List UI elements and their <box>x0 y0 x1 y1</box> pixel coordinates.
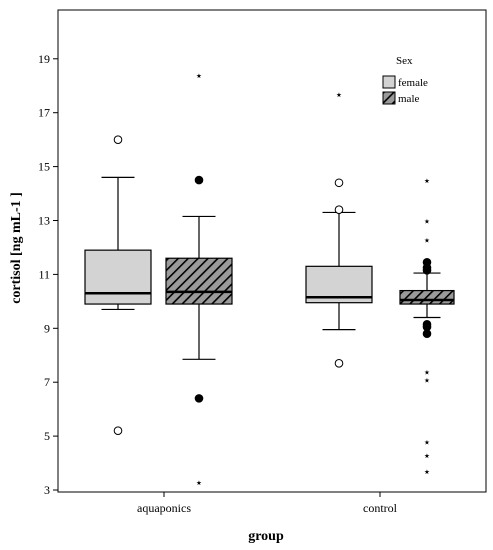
extreme-point: ⋆ <box>423 215 431 230</box>
outlier-point <box>422 266 432 275</box>
y-tick-label: 5 <box>44 429 50 443</box>
x-axis: aquaponics control <box>137 492 398 515</box>
extreme-point: ⋆ <box>423 174 431 189</box>
outlier-points: ⋆⋆⋆⋆⋆⋆⋆⋆⋆⋆⋆ <box>113 69 432 491</box>
outlier-point <box>334 205 344 215</box>
y-tick-label: 19 <box>38 52 50 66</box>
y-tick-label: 13 <box>38 214 50 228</box>
legend-title: Sex <box>396 55 413 67</box>
extreme-point: ⋆ <box>423 374 431 389</box>
y-axis-title: cortisol [ng mL-1 ] <box>9 192 24 304</box>
y-tick-label: 15 <box>38 160 50 174</box>
x-tick-label: aquaponics <box>137 501 191 515</box>
y-tick-label: 3 <box>44 483 50 497</box>
box-iqr <box>84 249 152 305</box>
box-iqr <box>399 289 455 305</box>
outlier-point <box>422 329 432 338</box>
outlier-point <box>194 175 204 185</box>
y-tick-label: 17 <box>38 106 50 120</box>
outlier-point <box>334 178 344 188</box>
legend-swatch-male <box>382 91 396 105</box>
x-tick-label: control <box>363 501 398 515</box>
legend-swatch-female <box>382 75 396 89</box>
box-female-control <box>305 211 373 331</box>
y-tick-label: 7 <box>44 375 50 389</box>
outlier-point <box>113 426 123 436</box>
legend-label-female: female <box>398 77 428 89</box>
box-female-aquaponics <box>84 176 152 311</box>
legend-label-male: male <box>398 93 419 105</box>
y-tick-label: 9 <box>44 321 50 335</box>
extreme-point: ⋆ <box>423 449 431 464</box>
y-axis: 3 5 7 9 11 13 15 17 19 <box>38 52 58 497</box>
y-tick-label: 11 <box>38 267 50 281</box>
extreme-point: ⋆ <box>335 88 343 103</box>
extreme-point: ⋆ <box>423 465 431 480</box>
legend: Sex female male <box>382 55 428 105</box>
extreme-point: ⋆ <box>195 476 203 491</box>
box-iqr <box>165 257 233 305</box>
outlier-point <box>113 135 123 144</box>
x-axis-title: group <box>248 529 284 544</box>
outlier-point <box>194 394 204 403</box>
extreme-point: ⋆ <box>423 233 431 248</box>
box-series <box>84 176 455 360</box>
extreme-point: ⋆ <box>423 365 431 380</box>
outlier-point <box>334 359 344 368</box>
extreme-point: ⋆ <box>195 69 203 84</box>
extreme-point: ⋆ <box>423 435 431 450</box>
box-male-aquaponics <box>165 215 233 360</box>
